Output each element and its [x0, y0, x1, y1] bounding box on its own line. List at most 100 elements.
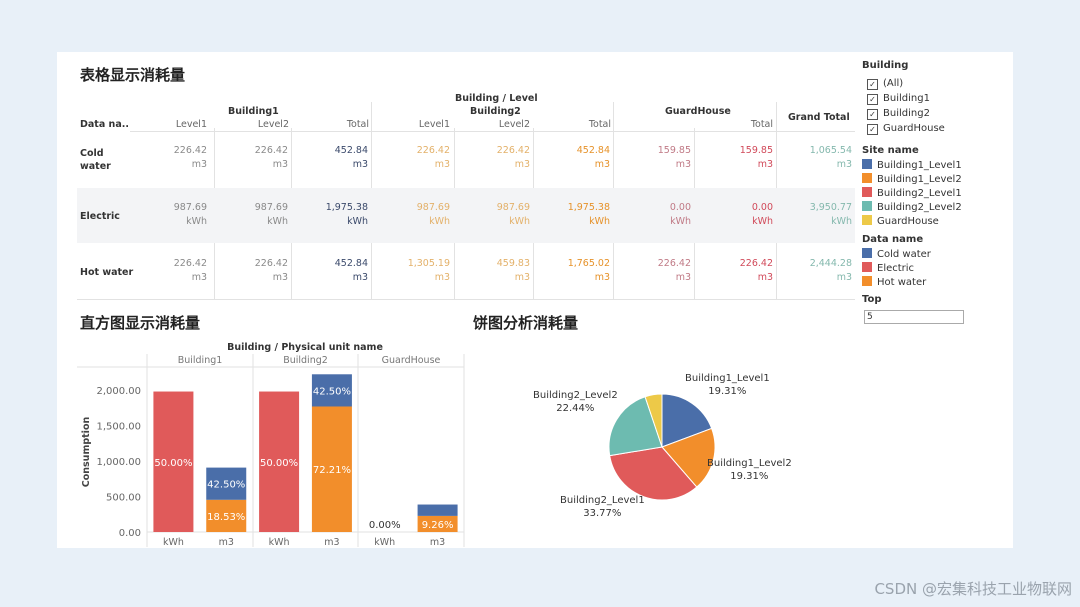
cell-value: 459.83 — [496, 258, 530, 269]
grand-total-header: Grand Total — [788, 112, 850, 123]
bar-segment — [417, 504, 458, 516]
cell-value: 159.85 — [657, 145, 691, 156]
table-cell: 226.42 m3 — [218, 257, 288, 285]
table-cell: 987.69 kWh — [380, 201, 450, 229]
col-b1-total: Total — [346, 119, 369, 130]
swatch-icon — [862, 201, 872, 211]
legend-item-site[interactable]: GuardHouse — [862, 215, 962, 229]
row-label-cold-water: Cold water — [80, 148, 111, 172]
bar-segment — [206, 499, 247, 532]
data-name-legend: Data name Cold water Electric Hot water — [862, 234, 931, 290]
legend-item-data[interactable]: Electric — [862, 262, 931, 276]
y-axis-label: Consumption — [81, 417, 92, 488]
x-tick-label: kWh — [163, 537, 184, 547]
cell-unit: m3 — [594, 159, 610, 170]
group-building1: Building1 — [228, 106, 279, 117]
table-cell: 1,975.38 kWh — [298, 201, 368, 229]
cell-unit: m3 — [675, 272, 691, 283]
cell-unit: m3 — [352, 159, 368, 170]
cell-value: 159.85 — [739, 145, 773, 156]
cell-unit: m3 — [836, 159, 852, 170]
bar-chart-title: 直方图显示消耗量 — [80, 314, 201, 332]
cell-value: 0.00 — [669, 202, 691, 213]
cell-value: 226.42 — [254, 145, 288, 156]
pie-chart-title: 饼图分析消耗量 — [473, 314, 579, 332]
swatch-icon — [862, 276, 872, 286]
cell-value: 226.42 — [416, 145, 450, 156]
legend-item-site[interactable]: Building2_Level1 — [862, 187, 962, 201]
col-b2-total: Total — [588, 119, 611, 130]
table-cell: 452.84 m3 — [298, 144, 368, 172]
cell-value: 226.42 — [496, 145, 530, 156]
cell-unit: m3 — [191, 159, 207, 170]
table-cell: 226.42 m3 — [218, 144, 288, 172]
filter-option-all[interactable]: ✓ (All) — [867, 76, 945, 91]
filter-option-building1[interactable]: ✓ Building1 — [867, 91, 945, 106]
swatch-icon — [862, 187, 872, 197]
checkbox-checked-icon[interactable]: ✓ — [867, 79, 878, 90]
cell-unit: m3 — [594, 272, 610, 283]
cell-value: 226.42 — [739, 258, 773, 269]
bar-segment — [259, 391, 300, 532]
filter-option-building2[interactable]: ✓ Building2 — [867, 106, 945, 121]
legend-item-site[interactable]: Building1_Level1 — [862, 159, 962, 173]
cell-unit: kWh — [670, 216, 691, 227]
cell-unit: kWh — [429, 216, 450, 227]
table-cell: 459.83 m3 — [460, 257, 530, 285]
y-tick-label: 1,500.00 — [96, 421, 141, 432]
cell-value: 226.42 — [173, 258, 207, 269]
table-cell: 226.42 m3 — [137, 144, 207, 172]
bar-data-label: 50.00% — [154, 458, 192, 469]
cell-unit: m3 — [272, 272, 288, 283]
legend-item-site[interactable]: Building2_Level2 — [862, 201, 962, 215]
bar-data-label: 42.50% — [207, 480, 245, 491]
table-cell: 226.42 m3 — [621, 257, 691, 285]
group-building2: Building2 — [470, 106, 521, 117]
bar-segment — [206, 467, 247, 500]
cell-value: 226.42 — [254, 258, 288, 269]
pie-label-b1-l1: Building1_Level1 19.31% — [685, 373, 770, 397]
pie-label-b1-l2: Building1_Level2 19.31% — [707, 458, 792, 482]
legend-item-data[interactable]: Hot water — [862, 276, 931, 290]
checkbox-checked-icon[interactable]: ✓ — [867, 94, 878, 105]
cell-value: 1,065.54 — [809, 145, 852, 156]
swatch-icon — [862, 262, 872, 272]
cell-value: 452.84 — [334, 145, 368, 156]
bar-data-label: 42.50% — [313, 386, 351, 397]
cell-unit: m3 — [434, 272, 450, 283]
cell-value: 1,305.19 — [407, 258, 450, 269]
cell-value: 226.42 — [657, 258, 691, 269]
filter-option-guardhouse[interactable]: ✓ GuardHouse — [867, 121, 945, 136]
y-tick-label: 0.00 — [119, 528, 141, 539]
table-cell: 1,065.54 m3 — [782, 144, 852, 172]
cell-value: 3,950.77 — [809, 202, 852, 213]
table-cell: 1,305.19 m3 — [380, 257, 450, 285]
cell-unit: m3 — [675, 159, 691, 170]
top-input[interactable] — [864, 310, 964, 324]
pie-chart — [608, 393, 716, 501]
row-label-electric: Electric — [80, 211, 120, 222]
table-cell: 987.69 kWh — [460, 201, 530, 229]
checkbox-checked-icon[interactable]: ✓ — [867, 109, 878, 120]
cell-value: 987.69 — [173, 202, 207, 213]
cell-unit: m3 — [757, 159, 773, 170]
table-cell: 452.84 m3 — [540, 144, 610, 172]
cell-value: 1,975.38 — [325, 202, 368, 213]
pie-slice — [608, 396, 663, 457]
cell-value: 2,444.28 — [809, 258, 852, 269]
table-cell: 987.69 kWh — [218, 201, 288, 229]
legend-item-site[interactable]: Building1_Level2 — [862, 173, 962, 187]
table-cell: 987.69 kWh — [137, 201, 207, 229]
table-cell: 452.84 m3 — [298, 257, 368, 285]
bar-segment — [153, 391, 194, 532]
cell-unit: kWh — [589, 216, 610, 227]
cell-value: 987.69 — [416, 202, 450, 213]
table-cell: 1,765.02 m3 — [540, 257, 610, 285]
legend-item-data[interactable]: Cold water — [862, 248, 931, 262]
checkbox-checked-icon[interactable]: ✓ — [867, 124, 878, 135]
bar-segment — [417, 515, 458, 532]
col-gh-total: Total — [750, 119, 773, 130]
cell-value: 1,765.02 — [567, 258, 610, 269]
bar-group-label: Building2 — [283, 355, 328, 366]
cell-unit: kWh — [267, 216, 288, 227]
